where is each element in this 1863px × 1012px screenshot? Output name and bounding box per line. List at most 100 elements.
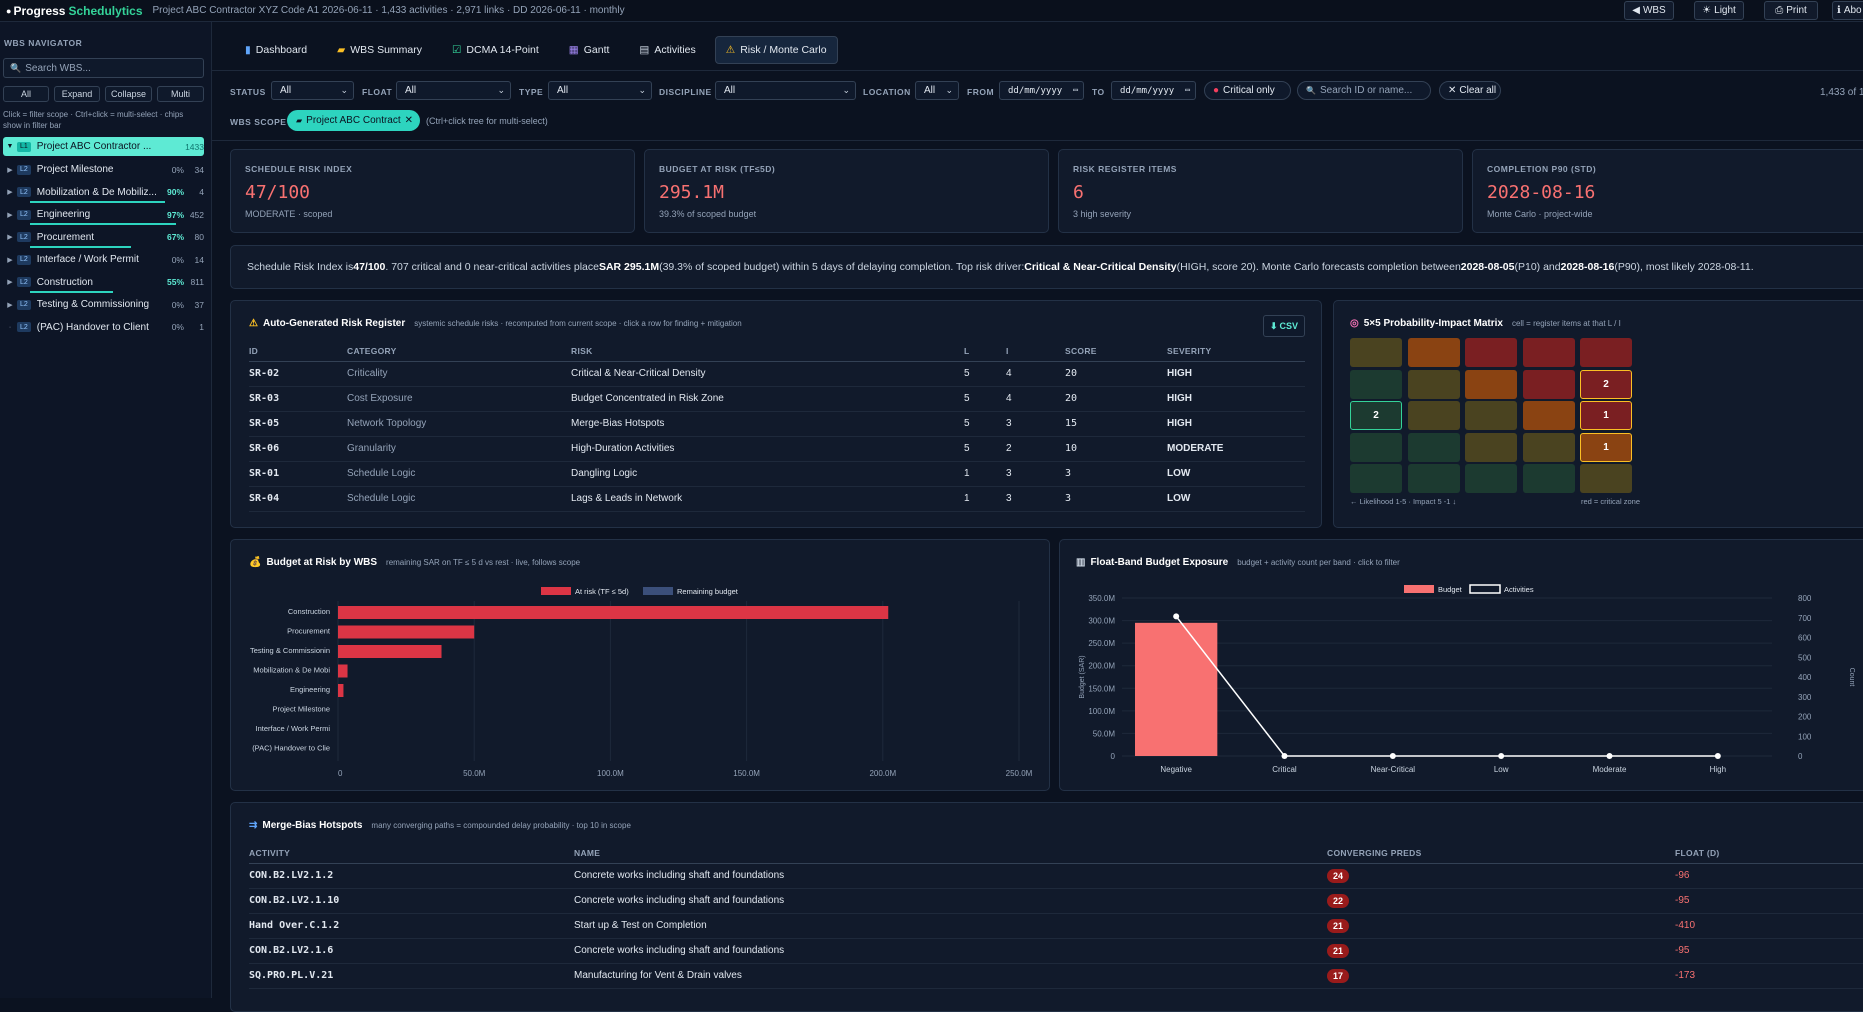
risk-row[interactable]: SR-02 Criticality Critical & Near-Critical… [249, 361, 1305, 387]
tab-wbs-summary[interactable]: ▰ WBS Summary [326, 36, 433, 64]
col-header-i: I [1006, 341, 1065, 362]
to-date-input[interactable]: dd/mm/yyyy ▭ [1111, 81, 1196, 100]
merge-activity-id: CON.B2.LV2.1.6 [249, 938, 574, 964]
merge-row[interactable]: SQ.PRO.PL.V.21 Manufacturing for Vent & D… [249, 963, 1863, 989]
tab-dashboard[interactable]: ▮ Dashboard [234, 36, 318, 64]
risk-row[interactable]: SR-06 Granularity High-Duration Activities… [249, 436, 1305, 462]
matrix-cell[interactable]: 1 [1580, 401, 1632, 430]
tree-item[interactable]: ▶ L2 Procurement 67% 80 [3, 228, 204, 247]
discipline-filter-select[interactable]: All ⌄ [715, 81, 856, 100]
budget-bar[interactable] [338, 625, 475, 639]
merge-row[interactable]: CON.B2.LV2.1.10 Concrete works including … [249, 888, 1863, 914]
wbs-search-input[interactable]: 🔍 Search WBS... [3, 58, 204, 78]
tree-item[interactable]: ▶ L2 Project Milestone 0% 34 [3, 160, 204, 179]
activity-search-input[interactable]: 🔍 Search ID or name... [1297, 81, 1431, 100]
activity-count-point[interactable] [1606, 753, 1613, 759]
matrix-cell[interactable] [1350, 464, 1402, 493]
matrix-cell[interactable] [1350, 369, 1402, 399]
matrix-cell[interactable] [1465, 464, 1517, 493]
matrix-cell[interactable] [1407, 432, 1460, 462]
budget-band-bar[interactable] [1135, 622, 1218, 756]
activity-count-point[interactable] [1714, 753, 1721, 759]
y-right-tick-label: 400 [1798, 673, 1812, 682]
legend-label: Budget [1438, 585, 1463, 594]
expand-arrow-icon[interactable]: ▶ [7, 189, 13, 196]
type-filter-select[interactable]: All ⌄ [548, 81, 652, 100]
tab-gantt[interactable]: ▦ Gantt [558, 36, 621, 64]
matrix-cell[interactable] [1580, 464, 1632, 493]
print-button[interactable]: ⎙ Print [1764, 1, 1818, 20]
risk-row[interactable]: SR-04 Schedule Logic Lags & Leads in Netwo… [249, 486, 1305, 512]
wbs-all-button[interactable]: All [3, 86, 49, 102]
tree-item[interactable]: ▶ L2 Engineering 97% 452 [3, 205, 204, 224]
budget-bar[interactable] [338, 684, 344, 697]
wbs-toggle-button[interactable]: ◀ WBS [1624, 1, 1674, 20]
merge-row[interactable]: CON.B2.LV2.1.2 Concrete works including s… [249, 863, 1863, 889]
activity-count-point[interactable] [1173, 613, 1180, 620]
wbs-multi-button[interactable]: Multi [157, 86, 204, 102]
tree-item[interactable]: ▶ L2 Testing & Commissioning 0% 37 [3, 295, 204, 314]
risk-row[interactable]: SR-01 Schedule Logic Dangling Logic 1 3 3 LOW [249, 461, 1305, 487]
status-filter-select[interactable]: All ⌄ [271, 81, 354, 100]
matrix-cell[interactable] [1522, 401, 1575, 430]
activity-count-point[interactable] [1498, 753, 1505, 759]
wbs-expand-button[interactable]: Expand [54, 86, 100, 102]
merge-row[interactable]: Hand Over.C.1.2 Start up & Test on Comple… [249, 913, 1863, 939]
location-filter-select[interactable]: All ⌄ [915, 81, 959, 100]
merge-row[interactable]: CON.B2.LV2.1.6 Concrete works including s… [249, 938, 1863, 964]
matrix-cell[interactable] [1522, 432, 1575, 462]
matrix-cell[interactable] [1350, 338, 1402, 367]
matrix-cell[interactable] [1407, 338, 1460, 367]
csv-export-button[interactable]: ⬇ CSV [1263, 315, 1305, 337]
tree-item[interactable]: ▶ L2 Construction 55% 811 [3, 273, 204, 292]
matrix-cell[interactable]: 1 [1580, 432, 1632, 462]
budget-bar[interactable] [338, 664, 348, 678]
matrix-cell[interactable] [1465, 432, 1517, 462]
tree-root-item[interactable]: ▼ L1 Project ABC Contractor ... 1433 [3, 137, 204, 156]
matrix-cell[interactable] [1522, 369, 1575, 399]
float-filter-select[interactable]: All ⌄ [396, 81, 511, 100]
matrix-cell[interactable] [1407, 401, 1460, 430]
tree-item[interactable]: ▶ L2 Interface / Work Permit 0% 14 [3, 250, 204, 269]
activity-count-point[interactable] [1389, 753, 1396, 759]
matrix-cell[interactable] [1580, 338, 1632, 367]
expand-arrow-icon[interactable]: ▶ [7, 301, 13, 309]
matrix-cell[interactable] [1522, 338, 1575, 367]
matrix-cell[interactable] [1407, 369, 1460, 399]
expand-arrow-icon[interactable]: ▶ [7, 256, 13, 264]
risk-row[interactable]: SR-05 Network Topology Merge-Bias Hotspots… [249, 411, 1305, 437]
tree-item[interactable]: ▶ L2 Mobilization & De Mobiliz... 90% 4 [3, 183, 204, 202]
about-button[interactable]: ℹ Abo [1832, 1, 1863, 20]
tree-item[interactable]: · L2 (PAC) Handover to Client 0% 1 [3, 318, 204, 337]
clear-all-label: Clear all [1459, 85, 1497, 96]
bar-chart-icon: ▥ [1076, 557, 1086, 568]
matrix-cell[interactable] [1522, 464, 1575, 493]
matrix-cell[interactable]: 2 [1350, 401, 1402, 430]
from-date-input[interactable]: dd/mm/yyyy ▭ [999, 81, 1084, 100]
matrix-cell[interactable] [1465, 369, 1517, 399]
risk-impact: 4 [1006, 361, 1065, 387]
expand-arrow-icon[interactable]: ▶ [7, 166, 13, 174]
tab-activities[interactable]: ▤ Activities [628, 36, 706, 64]
wbs-collapse-button[interactable]: Collapse [105, 86, 152, 102]
tab-dcma-14-point[interactable]: ☑ DCMA 14-Point [441, 36, 550, 64]
light-theme-button[interactable]: ☀ Light [1694, 1, 1744, 20]
matrix-cell[interactable] [1465, 338, 1517, 367]
expand-arrow-icon[interactable]: ▶ [7, 211, 13, 219]
expand-arrow-icon[interactable]: ▶ [7, 234, 13, 241]
clear-all-button[interactable]: ✕ Clear all [1439, 81, 1501, 100]
risk-row[interactable]: SR-03 Cost Exposure Budget Concentrated in… [249, 386, 1305, 412]
wbs-scope-chip[interactable]: ▰ Project ABC Contract ✕ [287, 110, 420, 131]
matrix-cell[interactable] [1407, 464, 1460, 493]
budget-bar[interactable] [338, 645, 442, 658]
matrix-cell[interactable]: 2 [1580, 369, 1632, 399]
critical-only-toggle[interactable]: ● Critical only [1204, 81, 1291, 100]
matrix-cell[interactable] [1465, 401, 1517, 430]
leaf-dot-icon[interactable]: · [8, 323, 12, 331]
tab-risk-monte-carlo[interactable]: ⚠ Risk / Monte Carlo [714, 36, 838, 64]
budget-bar[interactable] [338, 606, 889, 619]
chip-close-icon[interactable]: ✕ [404, 115, 414, 126]
activity-count-point[interactable] [1281, 753, 1288, 759]
matrix-cell[interactable] [1350, 432, 1402, 462]
expand-arrow-icon[interactable]: ▶ [7, 279, 13, 286]
